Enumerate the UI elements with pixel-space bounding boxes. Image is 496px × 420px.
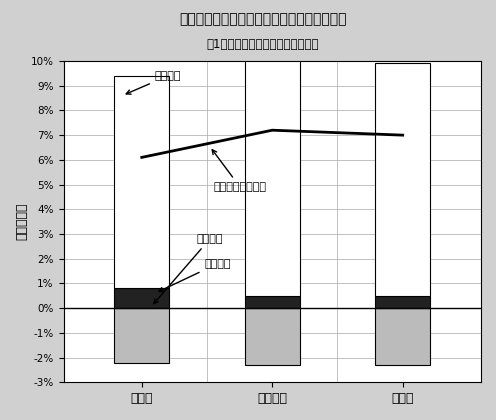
Bar [115,289,169,308]
Bar [245,61,300,296]
Bar [245,296,300,308]
Bar [115,308,169,362]
Text: 為替要因: 為替要因 [159,259,231,291]
Text: （1９９０～９５年の価格変化率）: （1９９０～９５年の価格変化率） [207,38,319,51]
Y-axis label: 価格変化率: 価格変化率 [15,203,28,240]
Bar [375,296,430,308]
Text: 海外要因: 海外要因 [154,234,223,304]
Text: 図２　消費者価格変化率の要因別寄与度分解: 図２ 消費者価格変化率の要因別寄与度分解 [179,13,347,26]
Text: 国内要因: 国内要因 [126,71,182,94]
Bar [245,308,300,365]
Text: 消費者価格変化率: 消費者価格変化率 [212,150,266,192]
Bar [375,63,430,296]
Bar [115,76,169,289]
Bar [375,308,430,365]
